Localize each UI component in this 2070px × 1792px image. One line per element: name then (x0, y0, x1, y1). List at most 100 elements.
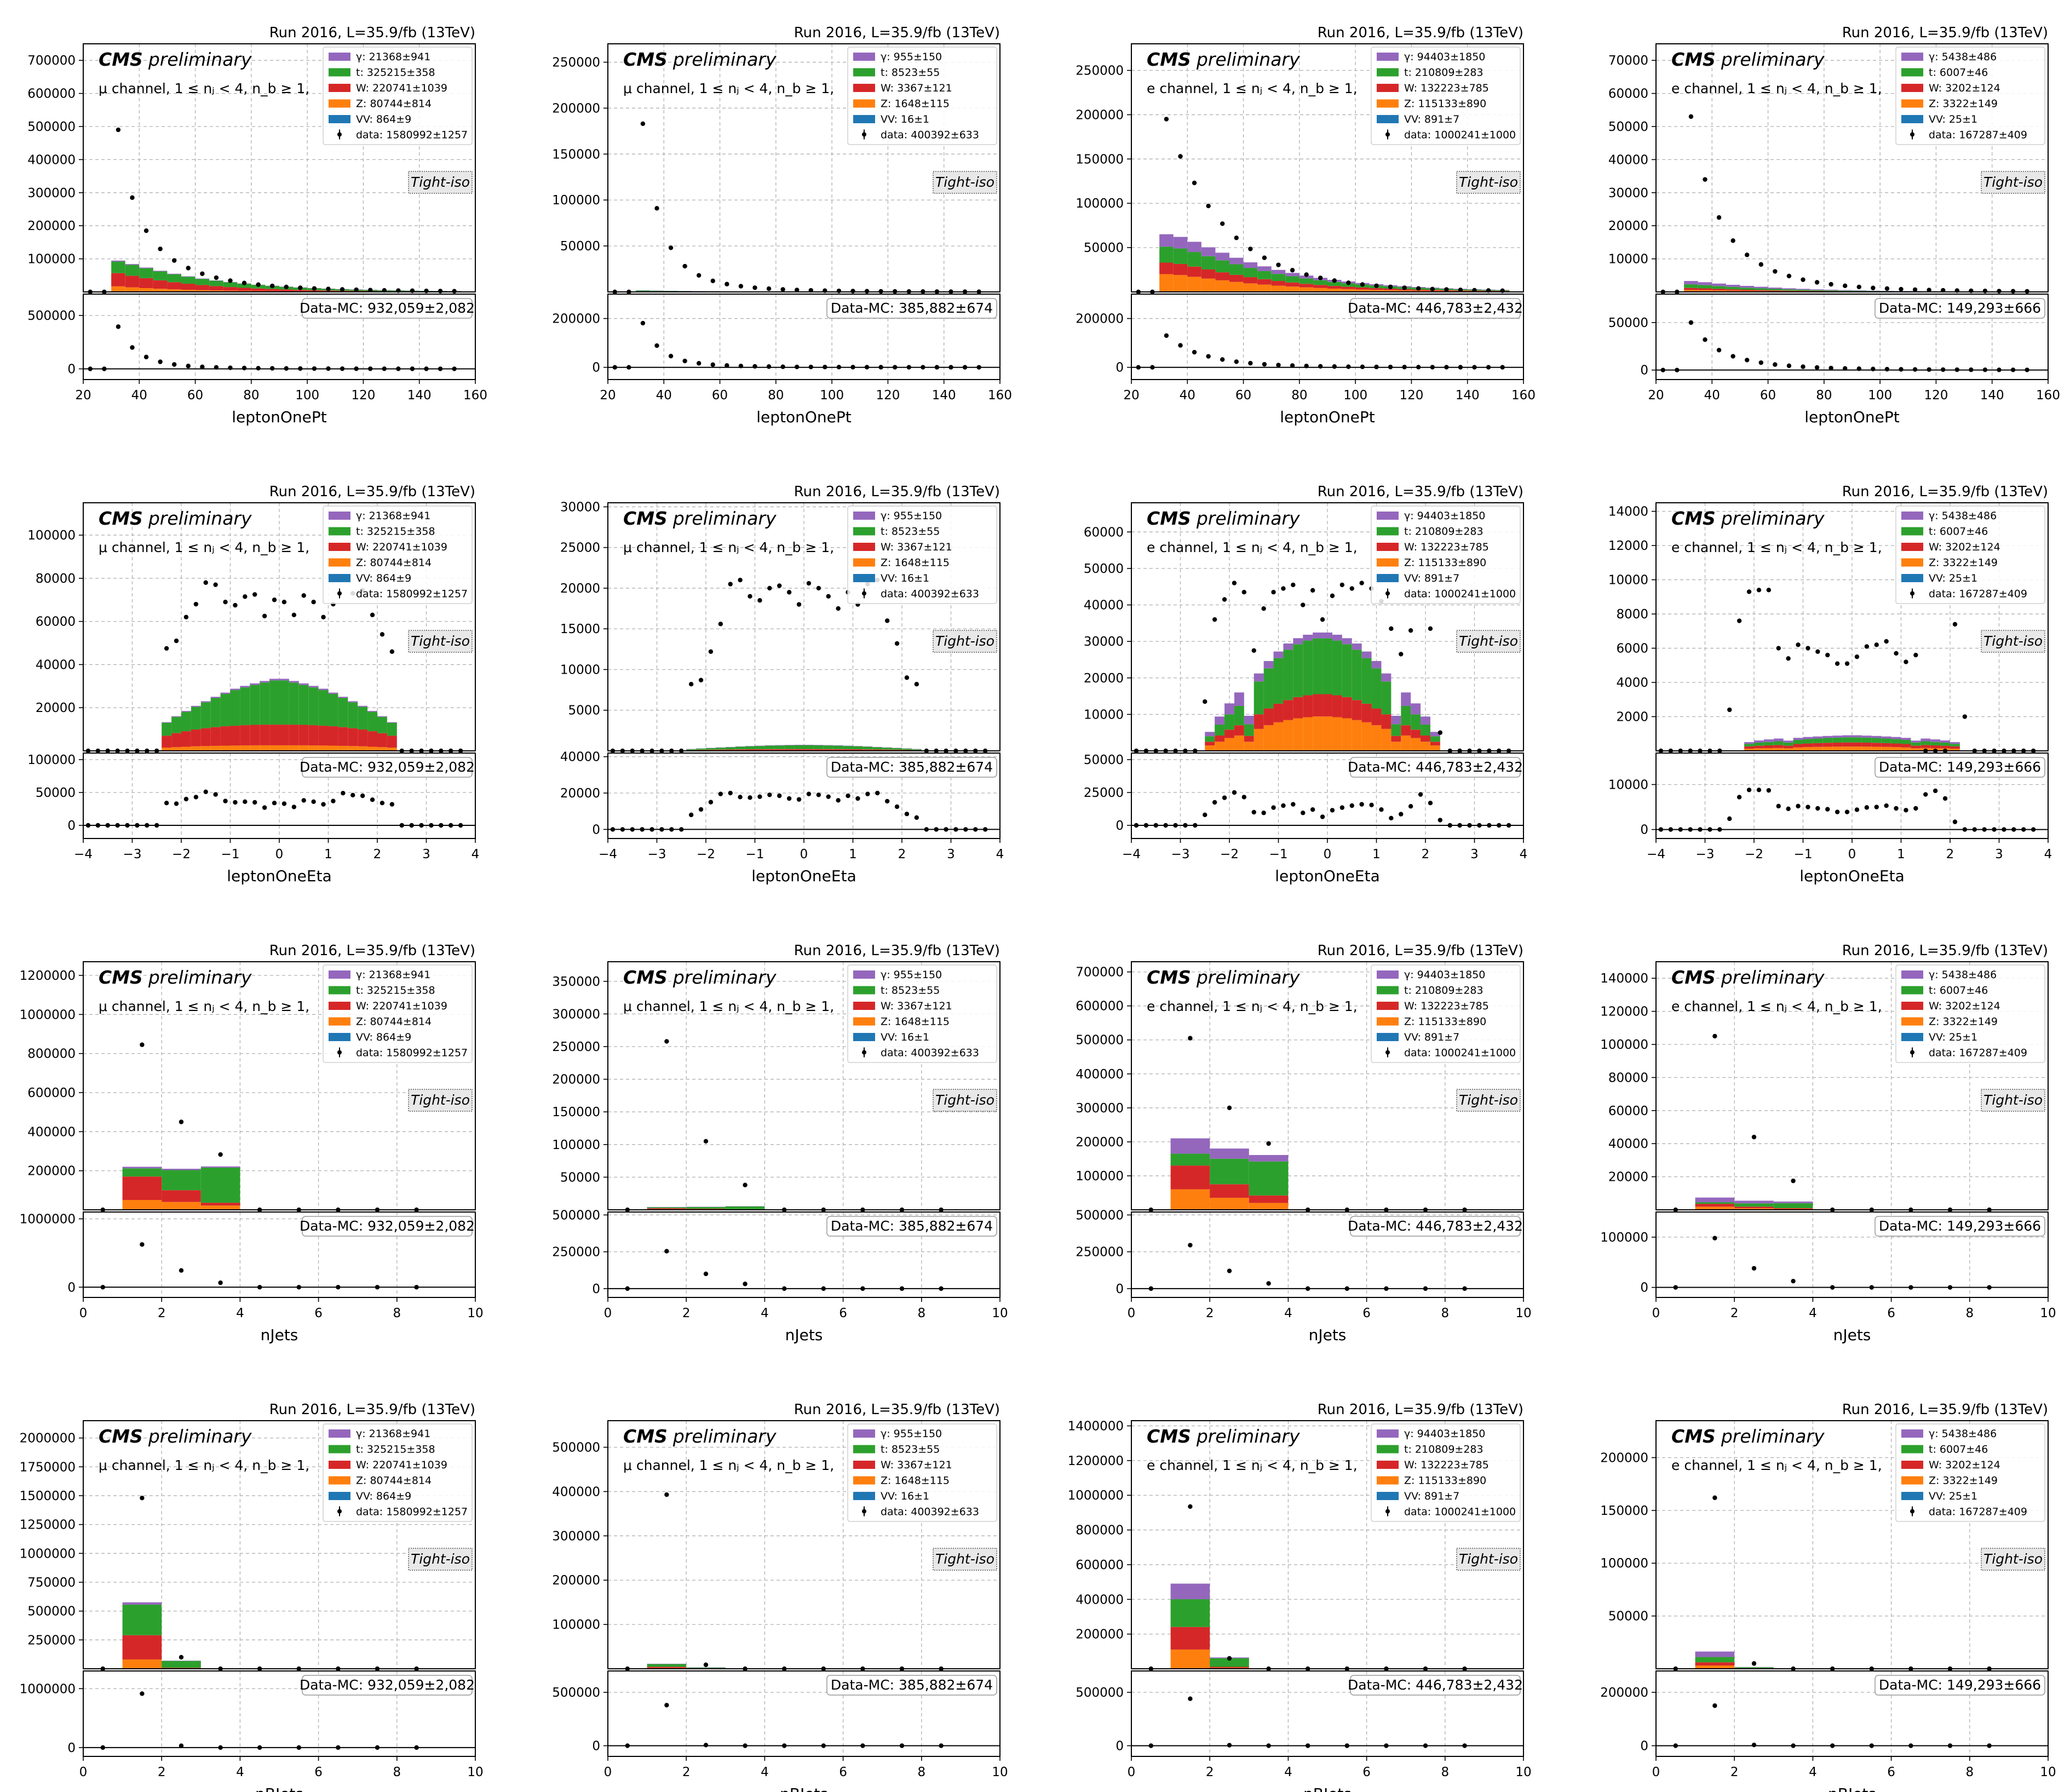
bar-t (745, 746, 755, 750)
bar-gamma (1822, 736, 1833, 738)
legend-label: VV: 891±7 (1404, 572, 1459, 584)
ratio-point (193, 795, 199, 800)
ratio-points (1136, 333, 1505, 370)
ratio-point (143, 354, 149, 360)
ratio-point (1969, 367, 1974, 372)
data-point (1399, 652, 1404, 657)
bar-t (1901, 740, 1911, 744)
bar-W (1824, 291, 1838, 292)
legend-swatch (1901, 543, 1923, 551)
ratio-point (1346, 364, 1351, 369)
ratio-point (1188, 1696, 1193, 1701)
bar-t (200, 1167, 240, 1203)
bar-t (1852, 737, 1862, 743)
ratio-points (1658, 788, 2036, 832)
channel-label: e channel, 1 ≤ nⱼ < 4, n_b ≥ 1, (1147, 81, 1358, 96)
bar-t (1283, 650, 1293, 700)
data-point (1884, 639, 1889, 644)
x-tick-label: 10 (992, 1765, 1008, 1779)
ratio-point (375, 1745, 380, 1750)
legend-swatch (1377, 115, 1399, 123)
bar-t (1273, 658, 1284, 704)
bar-gamma (774, 745, 785, 746)
data-point (1402, 285, 1407, 290)
cms-label: CMS preliminary (1147, 1426, 1300, 1447)
ratio-point (939, 1286, 944, 1291)
stacked-bars (1159, 234, 1510, 292)
run-label: Run 2016, L=35.9/fb (13TeV) (1842, 943, 2048, 959)
tight-iso-badge (1456, 171, 1521, 194)
data-point (438, 289, 443, 294)
y-tick-label: 300000 (1076, 1101, 1124, 1116)
channel-label: e channel, 1 ≤ nⱼ < 4, n_b ≥ 1, (1671, 539, 1882, 555)
ratio-point (2002, 827, 2006, 832)
y-tick-label: 200000 (1076, 1135, 1124, 1150)
bar-W (1391, 736, 1401, 742)
x-axis-label: leptonOneEta (751, 867, 856, 885)
ratio-point (944, 827, 948, 832)
cms-label: CMS preliminary (623, 508, 777, 529)
legend-label: VV: 891±7 (1404, 113, 1459, 125)
data-point (326, 286, 331, 291)
bar-W (1173, 263, 1188, 275)
data-mc-text: Data-MC: 149,293±666 (1879, 1218, 2041, 1234)
y-tick-label: 50000 (560, 239, 600, 254)
bar-W (162, 1190, 201, 1202)
ratio-point (1954, 367, 1959, 372)
data-point (1248, 246, 1253, 251)
bar-Z (1871, 746, 1882, 751)
ratio-point (1423, 1286, 1428, 1291)
x-tick-label: 8 (393, 1306, 401, 1320)
data-mc-box (1350, 1216, 1521, 1237)
bar-W (237, 288, 251, 291)
bar-t (1224, 714, 1234, 730)
y-tick-label: 200000 (27, 219, 76, 233)
legend-swatch (1377, 84, 1399, 92)
legend-label: data: 400392±633 (881, 1047, 979, 1059)
ratio-point (914, 815, 919, 820)
data-point (1756, 588, 1762, 593)
data-point (172, 258, 177, 263)
tight-iso-badge (933, 1089, 997, 1112)
ratio-point (399, 823, 404, 828)
legend-box (847, 964, 997, 1063)
data-point (1388, 284, 1393, 289)
bar-gamma (200, 701, 211, 703)
legend-swatch (1901, 84, 1923, 92)
legend-swatch (853, 1445, 875, 1454)
x-tick-label: 1 (849, 847, 857, 861)
ratio-point (1746, 788, 1752, 792)
x-tick-label: 4 (1809, 1306, 1817, 1320)
legend-label: t: 8523±55 (881, 985, 940, 997)
data-point (1727, 707, 1732, 713)
ratio-y-tick-label: 0 (1116, 361, 1124, 375)
data-point (2025, 289, 2029, 294)
bar-gamma (1401, 692, 1411, 706)
cms-italic: preliminary (1196, 49, 1300, 70)
data-mc-box (302, 1675, 473, 1696)
legend-swatch (853, 1492, 875, 1500)
data-mc-text: Data-MC: 385,882±674 (831, 1677, 993, 1693)
ratio-point (1912, 367, 1918, 372)
y-tick-label: 12000 (1608, 539, 1648, 553)
bar-W (1215, 272, 1229, 280)
bar-W (240, 725, 250, 746)
legend-swatch (853, 574, 875, 582)
bar-Z (1822, 746, 1833, 751)
x-tick-label: 160 (463, 388, 487, 403)
data-point (179, 1119, 184, 1124)
legend-label: t: 325215±358 (356, 1444, 435, 1456)
legend-swatch (329, 1476, 350, 1485)
bar-Z (1323, 716, 1332, 751)
bar-Z (250, 745, 260, 751)
bar-W (823, 749, 833, 750)
legend-swatch (1377, 1476, 1399, 1485)
bar-gamma (1293, 638, 1303, 645)
bar-gamma (1215, 716, 1225, 725)
bar-t (298, 685, 309, 725)
ratio-point (846, 793, 850, 799)
ratio-point (1727, 816, 1732, 822)
x-tick-label: 1 (1372, 847, 1381, 861)
bar-t (200, 702, 211, 728)
tight-iso-text: Tight-iso (935, 174, 994, 190)
